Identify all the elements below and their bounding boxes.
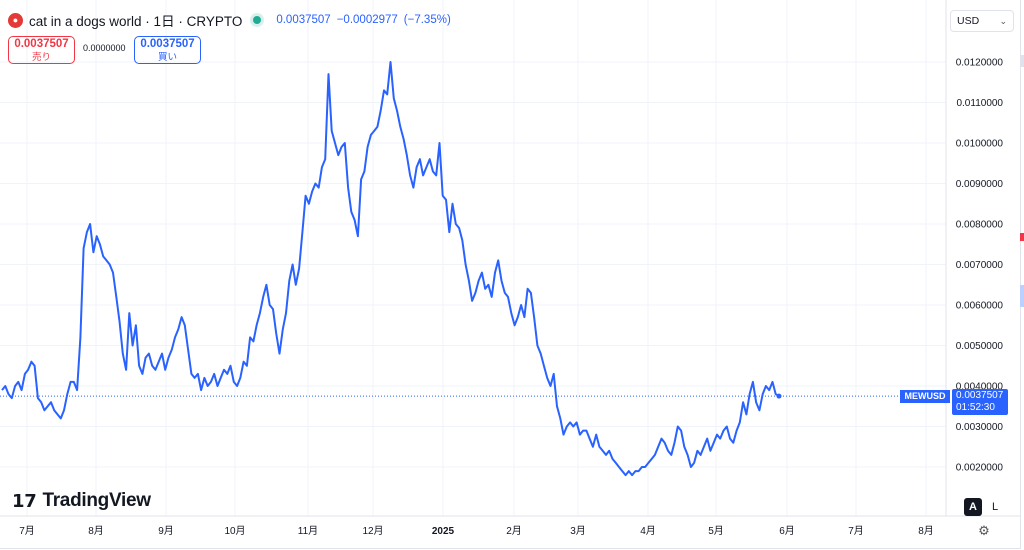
x-tick-label: 6月	[779, 525, 795, 537]
y-tick-label: 0.0110000	[956, 98, 1003, 109]
auto-scale-button[interactable]: A	[964, 498, 982, 516]
last-price-tag: 0.0037507 01:52:30	[952, 389, 1008, 415]
symbol-price-label: MEWUSD	[900, 390, 950, 403]
header-change-pct: (−7.35%)	[403, 14, 451, 26]
header-last-price: 0.0037507	[276, 14, 331, 26]
tradingview-logo-icon: 17	[12, 490, 37, 512]
last-price-value: 0.0037507	[956, 390, 1004, 401]
x-tick-label: 7月	[848, 525, 864, 537]
sell-button[interactable]: 0.0037507 売り	[8, 36, 75, 64]
brand-name: TradingView	[42, 490, 151, 511]
x-tick-label: 2025	[432, 526, 455, 537]
buy-label: 買い	[157, 52, 177, 63]
x-tick-label: 7月	[19, 525, 35, 537]
chart-header: ● cat in a dogs world · 1日 · CRYPTO 0.00…	[8, 10, 457, 30]
price-summary: 0.0037507 −0.0002977 (−7.35%)	[276, 14, 456, 26]
y-tick-label: 0.0090000	[956, 179, 1004, 190]
buy-price: 0.0037507	[140, 38, 195, 50]
y-tick-label: 0.0080000	[956, 220, 1004, 231]
y-axis-labels[interactable]: 0.0020000 0.0030000 0.0040000 0.0050000 0.00…	[956, 58, 1004, 474]
currency-value: USD	[957, 15, 980, 27]
y-tick-label: 0.0020000	[956, 463, 1004, 474]
x-tick-label: 2月	[506, 525, 522, 537]
x-tick-label: 3月	[570, 525, 586, 537]
tradingview-logo[interactable]: 17 TradingView	[12, 490, 151, 512]
spread-value: 0.0000000	[83, 43, 126, 53]
x-tick-label: 10月	[224, 525, 245, 537]
grid	[0, 0, 946, 516]
x-axis-labels[interactable]: 7月 8月 9月 10月 11月 12月 2025 2月 3月 4月 5月 6月 7月 8月	[19, 525, 934, 537]
settings-gear-icon[interactable]: ⚙	[978, 523, 990, 538]
price-series-line	[1, 61, 780, 477]
symbol-logo-icon: ●	[8, 12, 23, 28]
x-tick-label: 8月	[918, 525, 934, 537]
x-tick-label: 4月	[640, 525, 656, 537]
x-tick-label: 12月	[362, 525, 383, 537]
sell-label: 売り	[31, 52, 51, 63]
sell-price: 0.0037507	[14, 38, 69, 50]
market-open-dot-icon	[253, 16, 262, 24]
y-tick-label: 0.0050000	[956, 341, 1004, 352]
y-tick-label: 0.0040000	[956, 382, 1004, 393]
last-price-dot	[776, 393, 782, 399]
buy-button[interactable]: 0.0037507 買い	[134, 36, 201, 64]
side-selection-marker	[1020, 285, 1024, 307]
x-tick-label: 8月	[88, 525, 104, 537]
x-tick-label: 5月	[708, 525, 724, 537]
y-tick-label: 0.0100000	[956, 139, 1004, 150]
side-alert-marker	[1020, 233, 1024, 241]
countdown-timer: 01:52:30	[956, 402, 995, 413]
x-tick-label: 11月	[298, 525, 318, 537]
y-tick-label: 0.0070000	[956, 260, 1004, 271]
currency-select[interactable]: USD ⌄	[950, 10, 1014, 32]
header-change: −0.0002977	[336, 14, 398, 26]
market-status[interactable]	[248, 16, 266, 24]
y-tick-label: 0.0030000	[956, 422, 1004, 433]
symbol-title[interactable]: cat in a dogs world · 1日 · CRYPTO	[29, 14, 243, 29]
chevron-down-icon: ⌄	[999, 15, 1007, 26]
y-tick-label: 0.0120000	[956, 58, 1004, 69]
y-tick-label: 0.0060000	[956, 301, 1004, 312]
x-tick-label: 9月	[158, 525, 174, 537]
side-toolbar-marker	[1020, 55, 1024, 67]
log-scale-button[interactable]: L	[991, 501, 999, 513]
